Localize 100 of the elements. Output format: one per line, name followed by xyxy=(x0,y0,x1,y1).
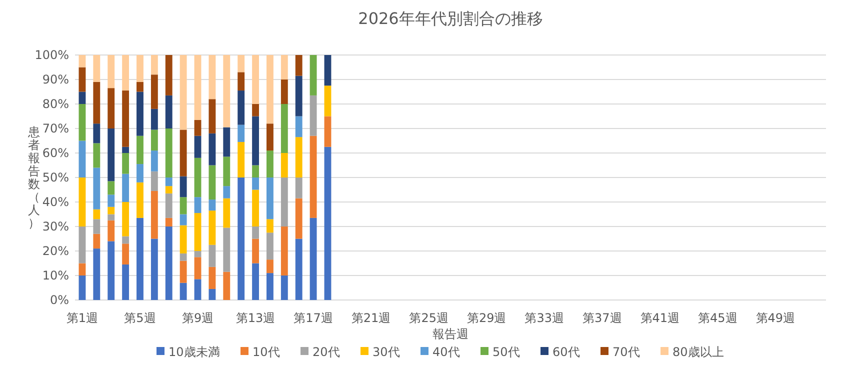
bar xyxy=(238,90,245,125)
bar xyxy=(93,124,100,144)
y-tick-label: 20% xyxy=(42,244,69,258)
bar xyxy=(136,218,144,300)
bar xyxy=(324,116,332,147)
bar xyxy=(252,104,259,116)
x-tick-label: 第33週 xyxy=(524,311,564,325)
bar xyxy=(78,104,86,141)
bar xyxy=(324,86,332,116)
bar xyxy=(223,272,230,300)
legend-label: 40代 xyxy=(432,345,460,359)
bar xyxy=(150,130,158,151)
bar xyxy=(108,128,115,182)
bar xyxy=(180,260,187,283)
bar xyxy=(180,253,187,261)
y-tick-label: 80% xyxy=(42,97,69,111)
bar xyxy=(295,137,302,178)
bar xyxy=(93,168,100,210)
bar xyxy=(252,190,259,226)
bar xyxy=(238,55,245,72)
bar xyxy=(266,55,274,124)
bar xyxy=(238,142,245,178)
bar xyxy=(122,146,130,153)
bar xyxy=(194,257,202,280)
bar xyxy=(295,178,302,198)
y-axis-title: 患者報告数（人） xyxy=(27,125,40,230)
bar xyxy=(78,67,86,92)
bar xyxy=(108,241,115,300)
bar xyxy=(194,279,202,300)
bar xyxy=(165,95,172,128)
bar xyxy=(78,92,86,104)
x-tick-label: 第13週 xyxy=(236,311,276,325)
bar xyxy=(165,226,172,300)
bar xyxy=(122,202,130,236)
bar xyxy=(180,225,187,254)
x-tick-label: 第29週 xyxy=(466,311,506,325)
bar xyxy=(295,76,302,116)
bar xyxy=(122,174,130,202)
legend-label: 80歳以上 xyxy=(672,345,724,359)
bar xyxy=(266,273,274,300)
y-tick-label: 30% xyxy=(42,220,69,234)
bar xyxy=(252,165,259,178)
bar xyxy=(108,206,115,214)
bar xyxy=(122,153,130,174)
bar xyxy=(165,186,172,194)
legend-label: 30代 xyxy=(372,345,400,359)
x-tick-label: 第25週 xyxy=(409,311,448,325)
bar xyxy=(78,178,86,226)
bar xyxy=(180,130,187,176)
bar xyxy=(280,153,288,178)
bar xyxy=(295,116,302,138)
bar xyxy=(93,234,100,249)
bar xyxy=(93,55,100,82)
bar xyxy=(194,197,202,214)
bar xyxy=(280,55,288,80)
bar xyxy=(266,124,274,151)
bar xyxy=(295,238,302,300)
bar xyxy=(208,244,216,267)
bar xyxy=(78,226,86,264)
bar xyxy=(194,120,202,136)
bar xyxy=(150,74,158,109)
bar xyxy=(136,182,144,218)
bar xyxy=(180,176,187,198)
x-tick-label: 第9週 xyxy=(182,311,214,325)
x-tick-label: 第5週 xyxy=(124,311,156,325)
bar xyxy=(93,248,100,300)
bar xyxy=(93,209,100,220)
bar xyxy=(194,251,202,258)
bar xyxy=(280,80,288,104)
bar xyxy=(93,82,100,124)
legend-label: 10代 xyxy=(252,345,280,359)
chart-title: 2026年年代別割合の推移 xyxy=(358,9,543,28)
bar xyxy=(266,260,274,274)
y-tick-label: 50% xyxy=(42,170,69,184)
y-tick-label: 40% xyxy=(42,195,69,209)
bar xyxy=(324,146,332,300)
bar xyxy=(223,228,230,272)
bar xyxy=(108,194,115,207)
bar xyxy=(280,104,288,153)
bar xyxy=(238,124,245,142)
bar xyxy=(208,55,216,100)
bar xyxy=(165,178,172,186)
bar xyxy=(136,92,144,136)
bar xyxy=(252,263,259,300)
bar xyxy=(150,171,158,191)
bar xyxy=(108,220,115,242)
bar xyxy=(180,197,187,214)
bar xyxy=(194,136,202,158)
y-tick-label: 0% xyxy=(50,293,69,307)
bar xyxy=(223,127,230,157)
bar xyxy=(93,143,100,168)
x-tick-label: 第1週 xyxy=(66,311,98,325)
bar xyxy=(252,116,259,166)
bar xyxy=(310,136,317,218)
bar xyxy=(180,282,187,300)
bar xyxy=(150,238,158,300)
bar xyxy=(136,164,144,182)
bar xyxy=(252,55,259,104)
bar xyxy=(252,226,259,239)
x-tick-label: 第49週 xyxy=(756,311,796,325)
